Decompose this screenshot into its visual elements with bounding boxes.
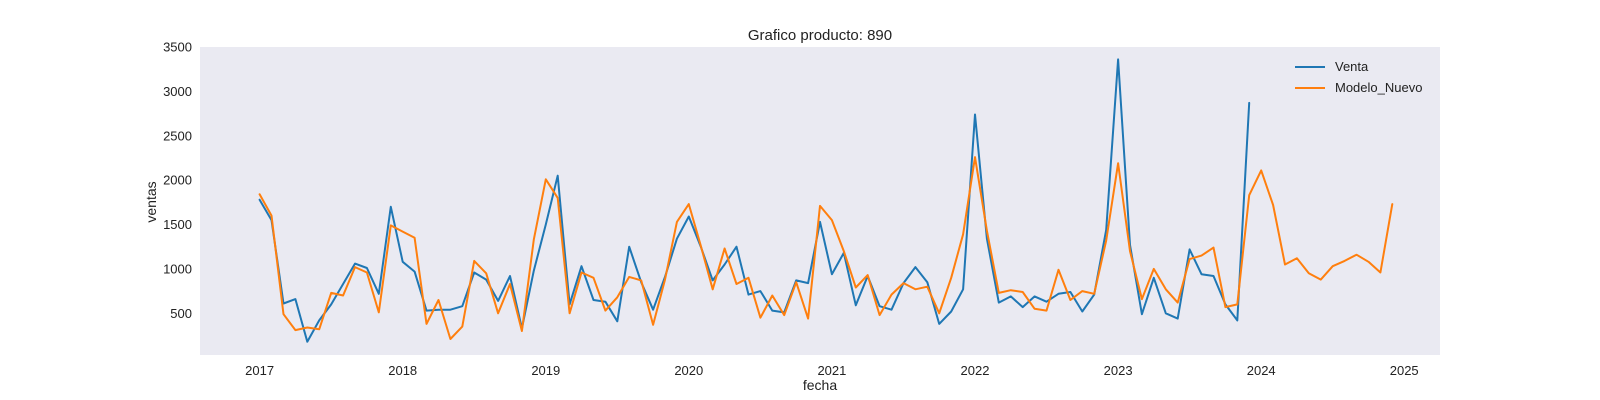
x-tick-label: 2022 bbox=[961, 363, 990, 378]
x-tick-label: 2019 bbox=[531, 363, 560, 378]
x-axis-label: fecha bbox=[803, 377, 837, 393]
legend-label-modelo-nuevo: Modelo_Nuevo bbox=[1335, 80, 1422, 95]
plot-area bbox=[200, 47, 1440, 355]
x-tick-label: 2017 bbox=[245, 363, 274, 378]
x-axis-ticks: 2017 2018 2019 2020 2021 2022 2023 2024 2025 bbox=[245, 363, 1419, 378]
x-tick-label: 2018 bbox=[388, 363, 417, 378]
series-line-modelo-nuevo bbox=[258, 156, 1394, 340]
chart-title: Grafico producto: 890 bbox=[748, 27, 892, 44]
legend: Venta Modelo_Nuevo bbox=[1295, 59, 1422, 95]
x-tick-label: 2024 bbox=[1247, 363, 1276, 378]
legend-label-venta: Venta bbox=[1335, 59, 1369, 74]
y-tick-label: 2000 bbox=[163, 173, 192, 188]
y-tick-label: 3000 bbox=[163, 84, 192, 99]
y-tick-label: 1500 bbox=[163, 217, 192, 232]
y-axis-ticks: 500 1000 1500 2000 2500 3000 3500 bbox=[163, 40, 192, 321]
y-tick-label: 500 bbox=[170, 306, 192, 321]
y-tick-label: 2500 bbox=[163, 128, 192, 143]
x-tick-label: 2025 bbox=[1390, 363, 1419, 378]
x-tick-label: 2021 bbox=[817, 363, 846, 378]
x-tick-label: 2023 bbox=[1104, 363, 1133, 378]
x-tick-label: 2020 bbox=[674, 363, 703, 378]
y-tick-label: 3500 bbox=[163, 40, 192, 55]
series-layer bbox=[258, 58, 1394, 343]
y-tick-label: 1000 bbox=[163, 261, 192, 276]
y-axis-label: ventas bbox=[143, 181, 159, 222]
